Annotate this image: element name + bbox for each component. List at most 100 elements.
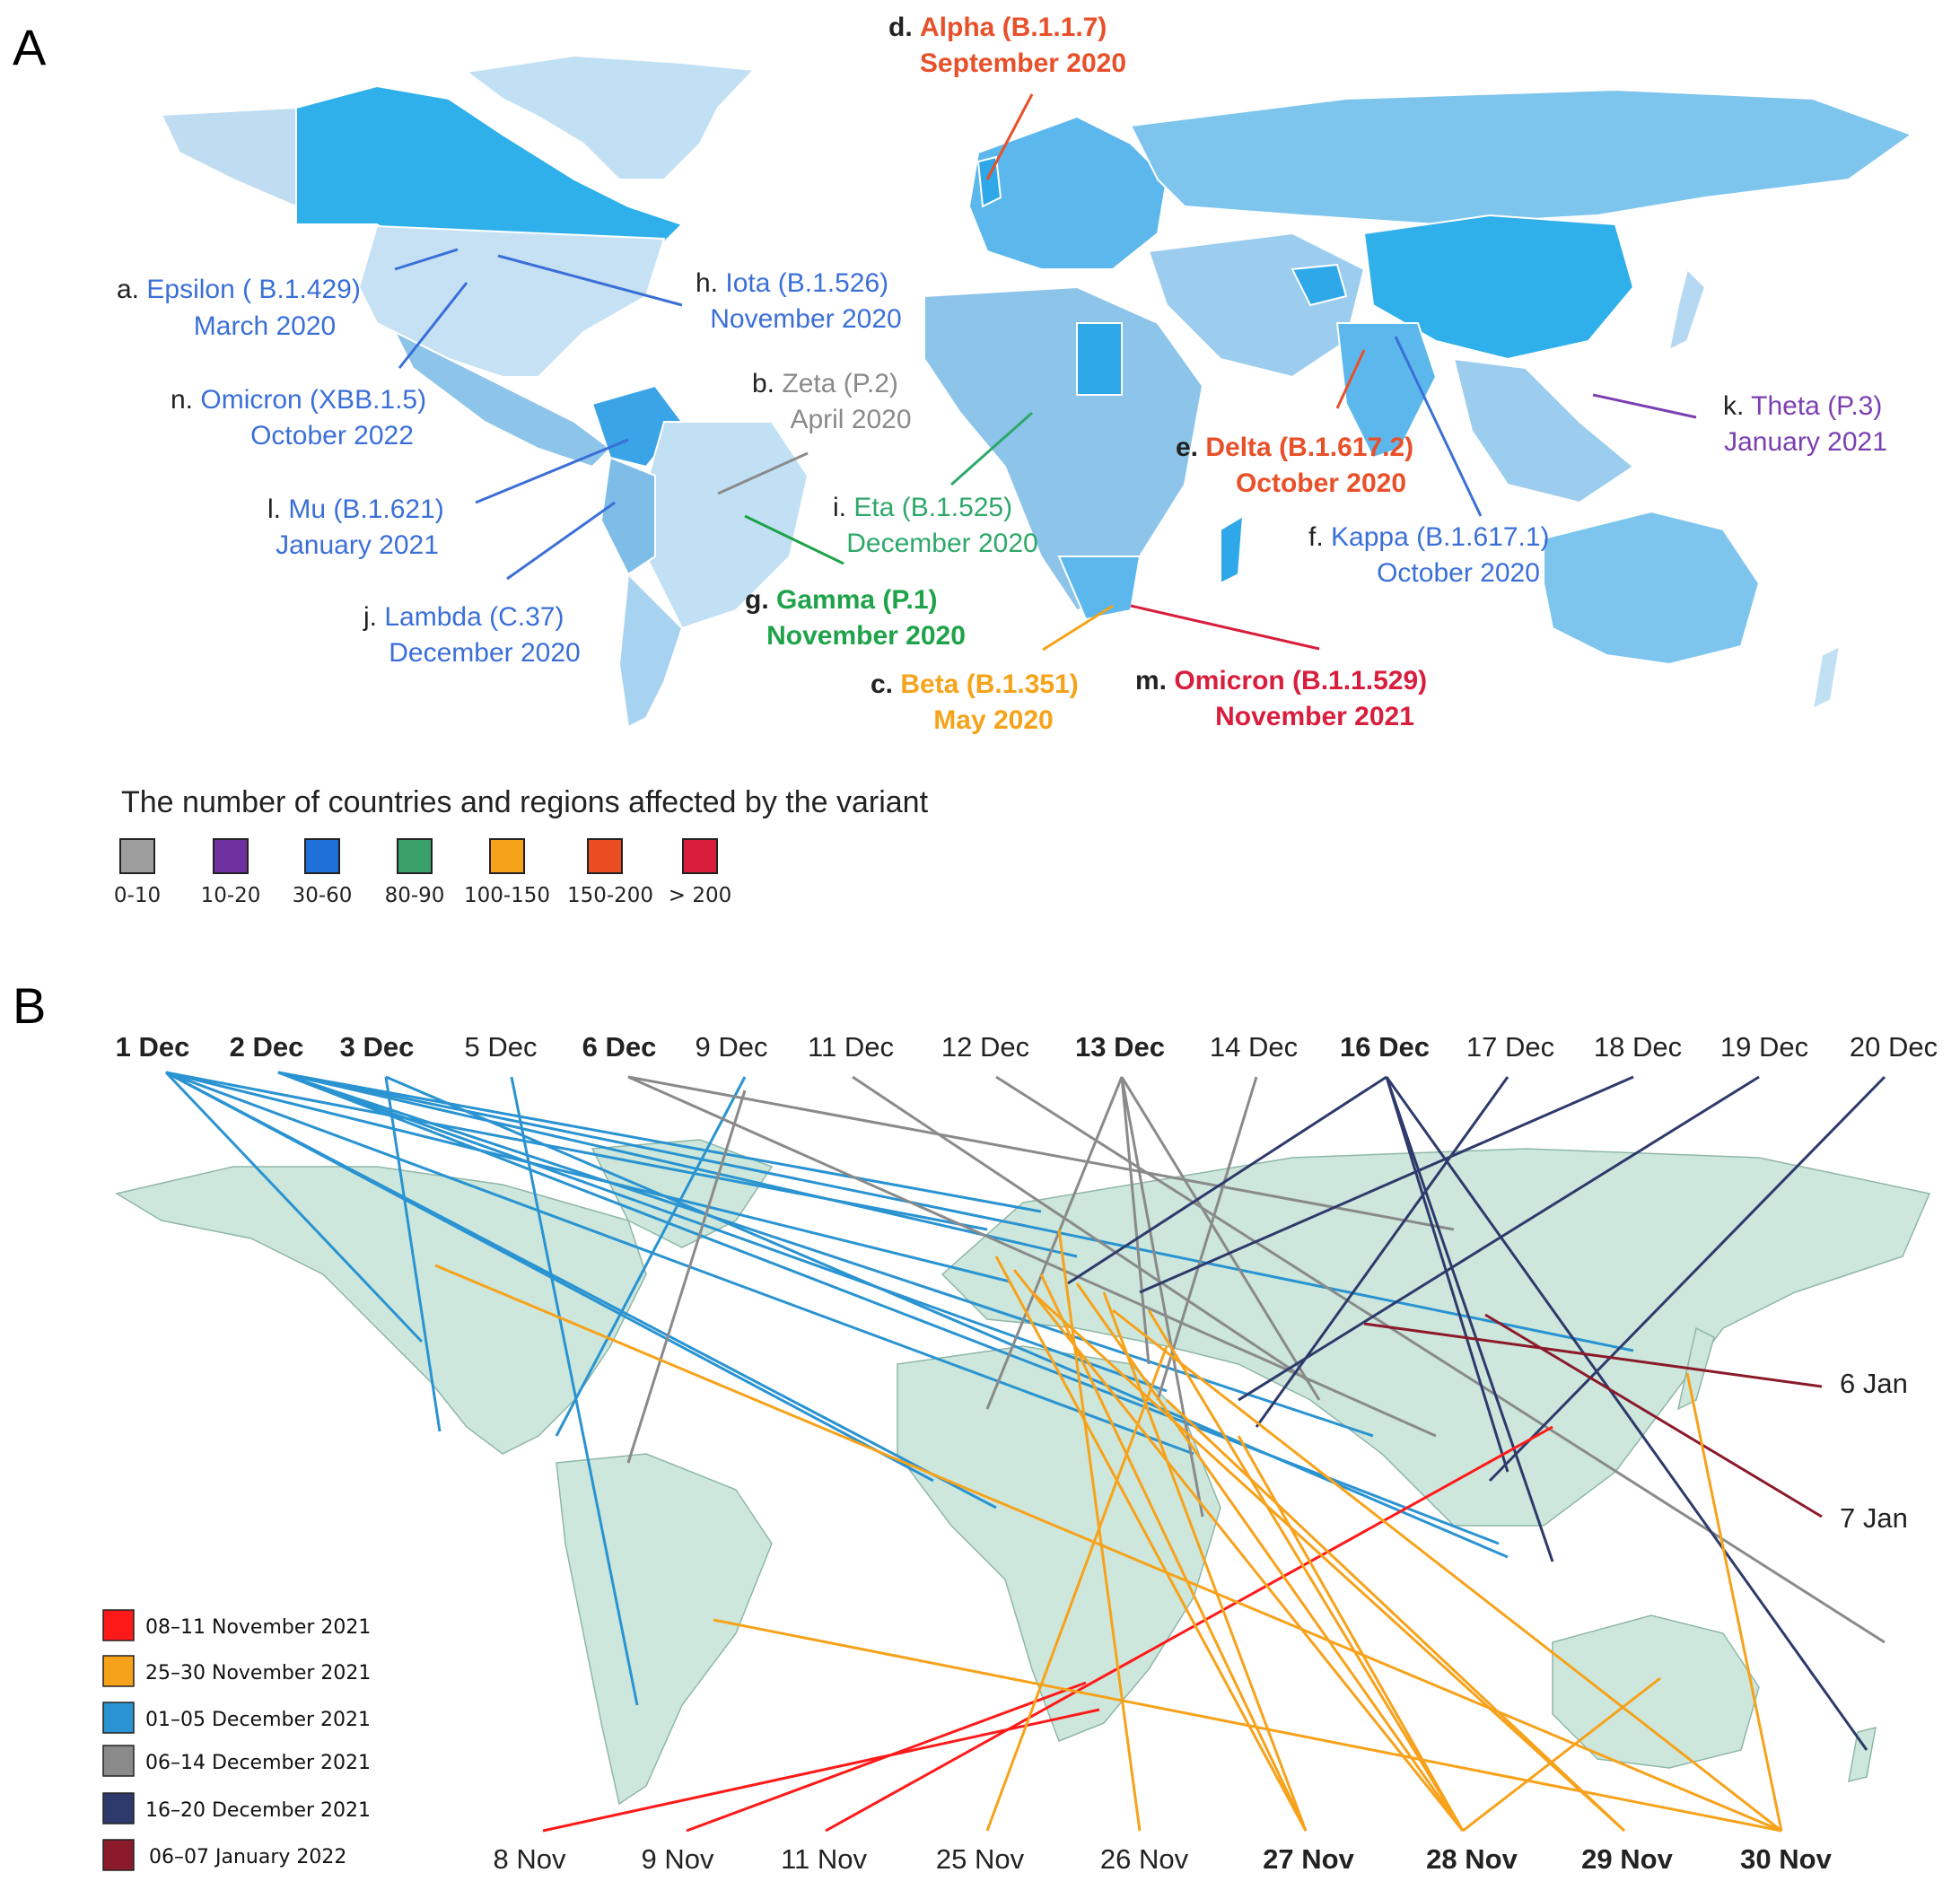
period-label: 16–20 December 2021 — [145, 1799, 371, 1822]
variant-label-eta: i. Eta (B.1.525) — [833, 493, 1012, 522]
legend-range: 30-60 — [293, 884, 353, 907]
date-label-right: 7 Jan — [1840, 1502, 1908, 1534]
date-label-top: 16 Dec — [1340, 1031, 1430, 1063]
map-region-usa — [357, 224, 666, 378]
variant-date-theta: January 2021 — [1724, 427, 1887, 457]
leader-line-lambda — [506, 501, 616, 581]
legend-range: 150-200 — [567, 884, 653, 907]
legend-range: 100-150 — [464, 884, 550, 907]
legend-range: > 200 — [669, 884, 731, 907]
legend-item-150-200: 150-200 — [567, 838, 653, 907]
bottom-date-labels: 8 Nov 9 Nov 11 Nov 25 Nov 26 Nov 27 Nov … — [494, 1843, 1833, 1875]
period-label: 06–14 December 2021 — [145, 1752, 371, 1774]
variant-label-gamma: g. Gamma (P.1) — [745, 585, 938, 615]
variant-date-lambda: December 2020 — [389, 638, 580, 668]
leader-line-epsilon — [394, 248, 459, 271]
routes-maroon-jan — [1363, 1313, 1823, 1518]
leader-line-kappa — [1394, 336, 1483, 517]
legend-swatch — [119, 838, 155, 874]
legend-item-30-60: 30-60 — [293, 838, 353, 907]
map-region-afghanistan — [1291, 263, 1348, 307]
legend-item-100-150: 100-150 — [464, 838, 550, 907]
variant-label-omicron-ba: m. Omicron (B.1.1.529) — [1135, 666, 1427, 696]
map-region-south-africa — [1057, 556, 1142, 621]
date-label-bottom: 9 Nov — [642, 1843, 714, 1875]
map-region-alaska — [160, 106, 297, 208]
map-region-russia — [1129, 88, 1914, 226]
top-date-labels: 1 Dec 2 Dec 3 Dec 5 Dec 6 Dec 9 Dec 11 D… — [116, 1031, 1938, 1063]
variant-label-lambda: j. Lambda (C.37) — [363, 602, 564, 632]
legend-range: 80-90 — [385, 884, 445, 907]
period-legend-item: 16–20 December 2021 — [102, 1792, 371, 1824]
map-region-se-asia — [1452, 357, 1635, 504]
date-label-top: 13 Dec — [1075, 1031, 1165, 1063]
routes-orange-nov — [434, 1229, 1783, 1833]
map-region-sudan — [1076, 322, 1123, 396]
legend-swatch — [304, 838, 340, 874]
period-legend-item: 06–14 December 2021 — [102, 1745, 371, 1777]
date-label-bottom: 28 Nov — [1426, 1843, 1518, 1875]
leader-line-omicron-xbb — [398, 282, 468, 369]
date-label-top: 14 Dec — [1210, 1031, 1298, 1063]
variant-date-omicron-ba: November 2021 — [1215, 702, 1414, 731]
legend-range: 0-10 — [114, 884, 161, 907]
routes-3-5-9-dec — [384, 1075, 1509, 1706]
routes-2-dec — [277, 1071, 1634, 1545]
transmission-routes — [164, 1071, 1886, 1833]
map-land-south-america — [556, 1453, 773, 1806]
date-label-bottom: 29 Nov — [1581, 1843, 1673, 1875]
date-label-top: 17 Dec — [1466, 1031, 1554, 1063]
variant-label-beta: c. Beta (B.1.351) — [871, 669, 1079, 699]
variant-date-kappa: October 2020 — [1377, 558, 1540, 588]
map-region-madagascar — [1220, 514, 1245, 585]
variant-date-delta: October 2020 — [1236, 468, 1406, 498]
variant-label-kappa: f. Kappa (B.1.617.1) — [1308, 522, 1550, 552]
period-legend-item: 06–07 January 2022 — [102, 1839, 346, 1871]
date-label-top: 3 Dec — [340, 1031, 415, 1063]
omicron-spread-map — [115, 1139, 1931, 1806]
period-label: 01–05 December 2021 — [145, 1709, 371, 1731]
legend-item-10-20: 10-20 — [201, 838, 261, 907]
period-legend-item: 25–30 November 2021 — [102, 1655, 371, 1687]
date-label-top: 5 Dec — [465, 1031, 538, 1063]
variant-date-zeta: April 2020 — [790, 405, 911, 434]
legend-item-0-10: 0-10 — [114, 838, 161, 907]
date-label-top: 19 Dec — [1720, 1031, 1808, 1063]
leader-line-iota — [497, 254, 683, 307]
map-region-japan — [1667, 267, 1707, 352]
map-region-peru — [599, 456, 656, 576]
routes-navy-16-20-dec — [1067, 1075, 1886, 1751]
variant-date-gamma: November 2020 — [766, 621, 966, 651]
variant-label-mu: l. Mu (B.1.621) — [267, 494, 444, 524]
legend-range: 10-20 — [201, 884, 261, 907]
leader-line-gamma — [744, 514, 844, 565]
map-region-uk — [976, 155, 1002, 208]
panel-a-label: A — [13, 19, 47, 75]
routes-gray-6-14-dec — [626, 1075, 1886, 1644]
date-label-top: 11 Dec — [808, 1031, 894, 1063]
variant-date-iota: November 2020 — [710, 304, 901, 334]
leader-line-theta — [1592, 393, 1697, 419]
variant-label-omicron-xbb: n. Omicron (XBB.1.5) — [171, 385, 426, 415]
legend-swatch — [397, 838, 433, 874]
period-legend-item: 01–05 December 2021 — [102, 1702, 371, 1734]
variant-date-eta: December 2020 — [846, 529, 1037, 558]
map-region-mexico — [392, 329, 612, 468]
map-region-argentina-chile — [617, 572, 684, 729]
map-region-europe — [967, 115, 1168, 270]
date-label-bottom: 25 Nov — [936, 1843, 1025, 1875]
variant-date-alpha: September 2020 — [920, 48, 1126, 78]
period-swatch — [102, 1655, 135, 1687]
date-label-bottom: 27 Nov — [1263, 1843, 1354, 1875]
period-legend-item: 08–11 November 2021 — [102, 1609, 371, 1641]
variant-label-epsilon: a. Epsilon ( B.1.429) — [117, 275, 361, 304]
leader-line-zeta — [717, 451, 809, 495]
date-label-top: 20 Dec — [1850, 1031, 1938, 1063]
date-label-top: 9 Dec — [696, 1031, 768, 1063]
period-swatch — [102, 1792, 135, 1824]
map-region-china — [1362, 214, 1635, 361]
variant-label-theta: k. Theta (P.3) — [1723, 391, 1882, 421]
map-region-greenland — [464, 54, 757, 180]
period-swatch — [102, 1745, 135, 1777]
